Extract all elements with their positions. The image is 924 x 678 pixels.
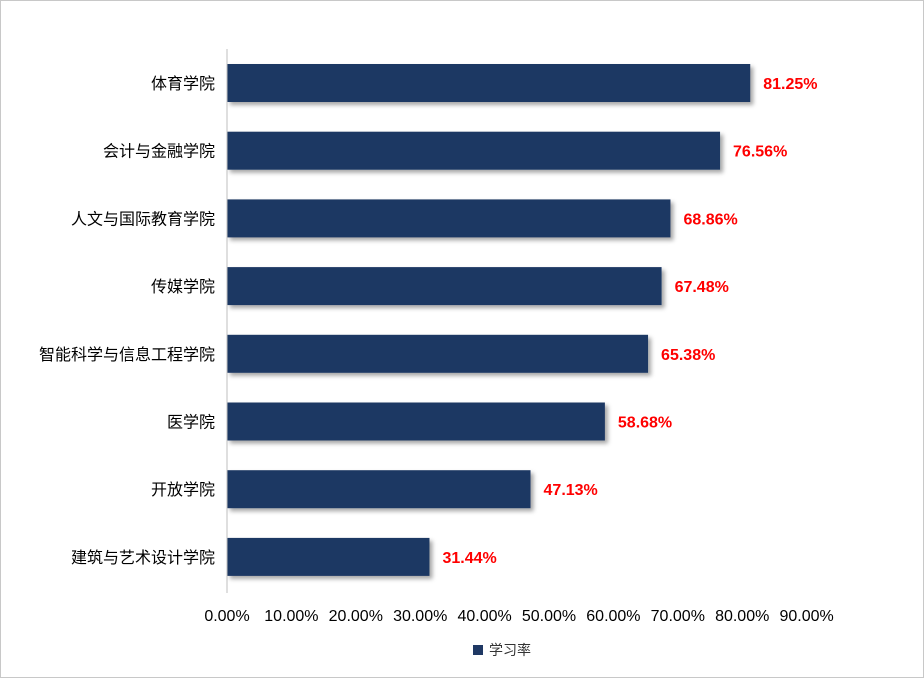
legend-swatch xyxy=(473,645,483,655)
bar xyxy=(227,537,430,576)
bar xyxy=(227,131,721,170)
category-label: 医学院 xyxy=(167,413,215,432)
category-label: 会计与金融学院 xyxy=(103,142,215,161)
category-label: 人文与国际教育学院 xyxy=(71,209,215,228)
x-tick-label: 50.00% xyxy=(522,608,576,625)
x-tick-label: 90.00% xyxy=(779,608,833,625)
data-label: 68.86% xyxy=(683,211,737,228)
legend: 学习率 xyxy=(473,642,531,659)
category-label: 传媒学院 xyxy=(151,277,215,296)
bar xyxy=(227,199,671,238)
bar xyxy=(227,334,649,373)
x-tick-label: 40.00% xyxy=(457,608,511,625)
data-labels: 81.25% 76.56% 68.86% 67.48% 65.38% 58.68% 47.1… xyxy=(442,76,817,567)
x-tick-labels: 0.00% 10.00% 20.00% 30.00% 40.00% 50.00% 60.00… xyxy=(204,608,833,625)
data-label: 76.56% xyxy=(733,144,787,161)
x-tick-label: 60.00% xyxy=(586,608,640,625)
legend-label: 学习率 xyxy=(489,642,531,659)
bars-layer xyxy=(227,64,751,576)
category-label: 智能科学与信息工程学院 xyxy=(39,345,215,364)
x-tick-label: 80.00% xyxy=(715,608,769,625)
bar xyxy=(227,64,751,102)
data-label: 81.25% xyxy=(763,76,817,93)
data-label: 58.68% xyxy=(618,415,672,432)
x-tick-label: 0.00% xyxy=(204,608,249,625)
category-label: 建筑与艺术设计学院 xyxy=(71,548,215,567)
bar xyxy=(227,470,531,509)
x-tick-label: 20.00% xyxy=(329,608,383,625)
bar xyxy=(227,402,605,441)
x-tick-label: 10.00% xyxy=(264,608,318,625)
data-label: 67.48% xyxy=(675,279,729,296)
x-tick-label: 30.00% xyxy=(393,608,447,625)
data-label: 31.44% xyxy=(442,550,496,567)
data-label: 47.13% xyxy=(544,482,598,499)
x-tick-label: 70.00% xyxy=(651,608,705,625)
bar xyxy=(227,267,662,306)
data-label: 65.38% xyxy=(661,347,715,364)
category-label: 开放学院 xyxy=(151,480,215,499)
category-labels: 体育学院会计与金融学院人文与国际教育学院传媒学院智能科学与信息工程学院医学院开放… xyxy=(39,74,215,567)
category-label: 体育学院 xyxy=(151,74,215,93)
